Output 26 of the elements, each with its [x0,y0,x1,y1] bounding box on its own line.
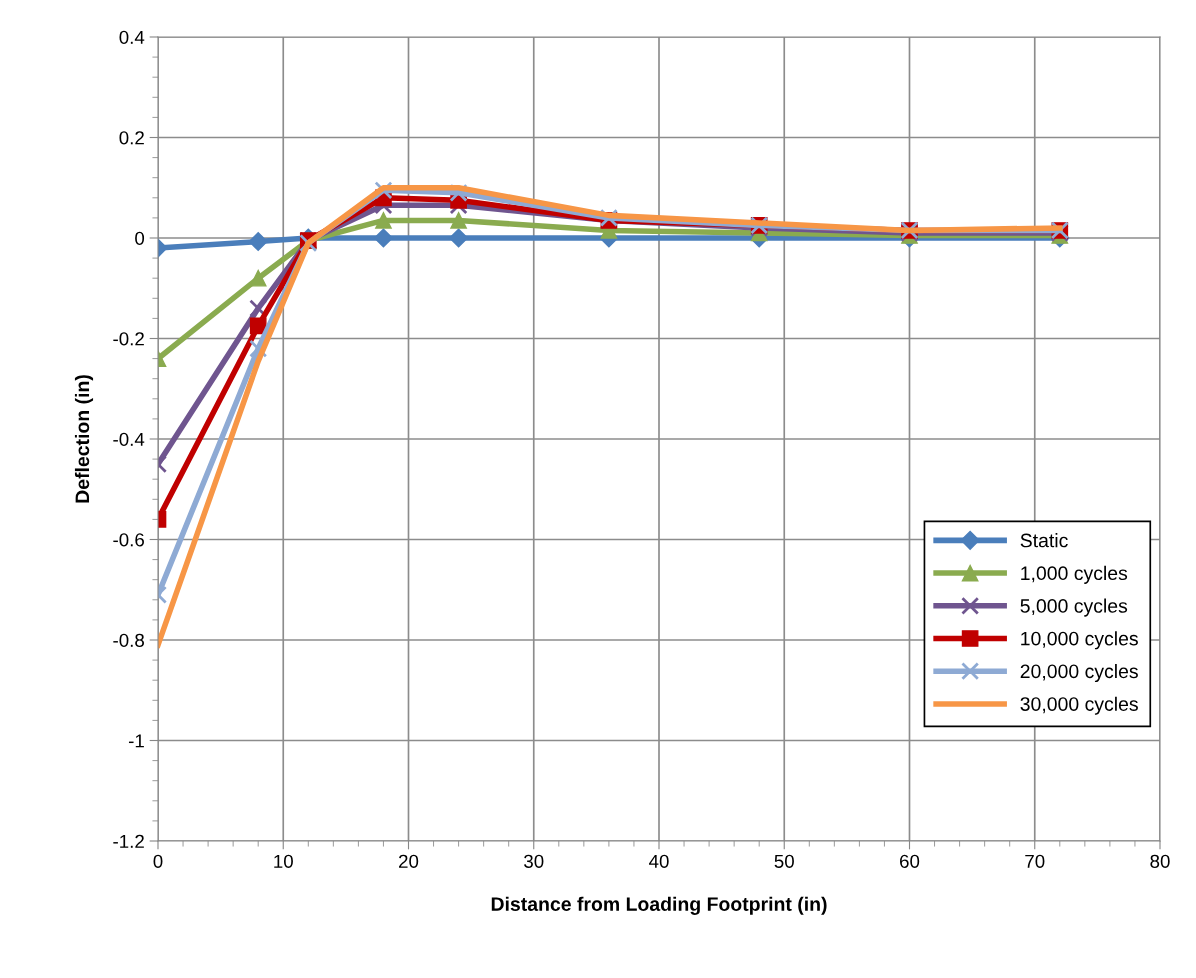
x-tick-label: 50 [774,854,794,868]
x-tick-label: 10 [274,854,293,868]
x-tick-label: 60 [900,854,920,868]
y-tick-label: -1.2 [113,834,144,848]
legend-label: 5,000 cycles [1020,598,1128,617]
x-tick-label: 80 [1150,854,1170,868]
y-axis-title: Deflection (in) [74,375,94,503]
y-tick-label: -0.4 [113,432,145,446]
y-tick-label: -1 [128,734,144,748]
x-tick-label: 30 [524,854,544,868]
y-tick-label: -0.8 [113,633,144,647]
legend-label: 1,000 cycles [1021,565,1128,584]
x-tick-label: 70 [1025,854,1045,868]
y-tick-label: -0.2 [113,332,144,346]
legend-label: Static [1020,533,1068,548]
y-tick-label: 0 [135,231,145,245]
y-tick-label: 0.2 [119,131,144,145]
legend-label: 20,000 cycles [1020,663,1138,683]
x-tick-label: 40 [649,854,669,868]
y-tick-label: 0.4 [119,30,145,44]
legend-label: 10,000 cycles [1021,631,1138,650]
legend-label: 30,000 cycles [1020,696,1138,715]
x-tick-label: 0 [153,854,163,868]
y-tick-label: -0.6 [113,533,144,547]
x-axis-title: Distance from Loading Footprint (in) [491,896,827,915]
x-tick-label: 20 [399,854,419,868]
